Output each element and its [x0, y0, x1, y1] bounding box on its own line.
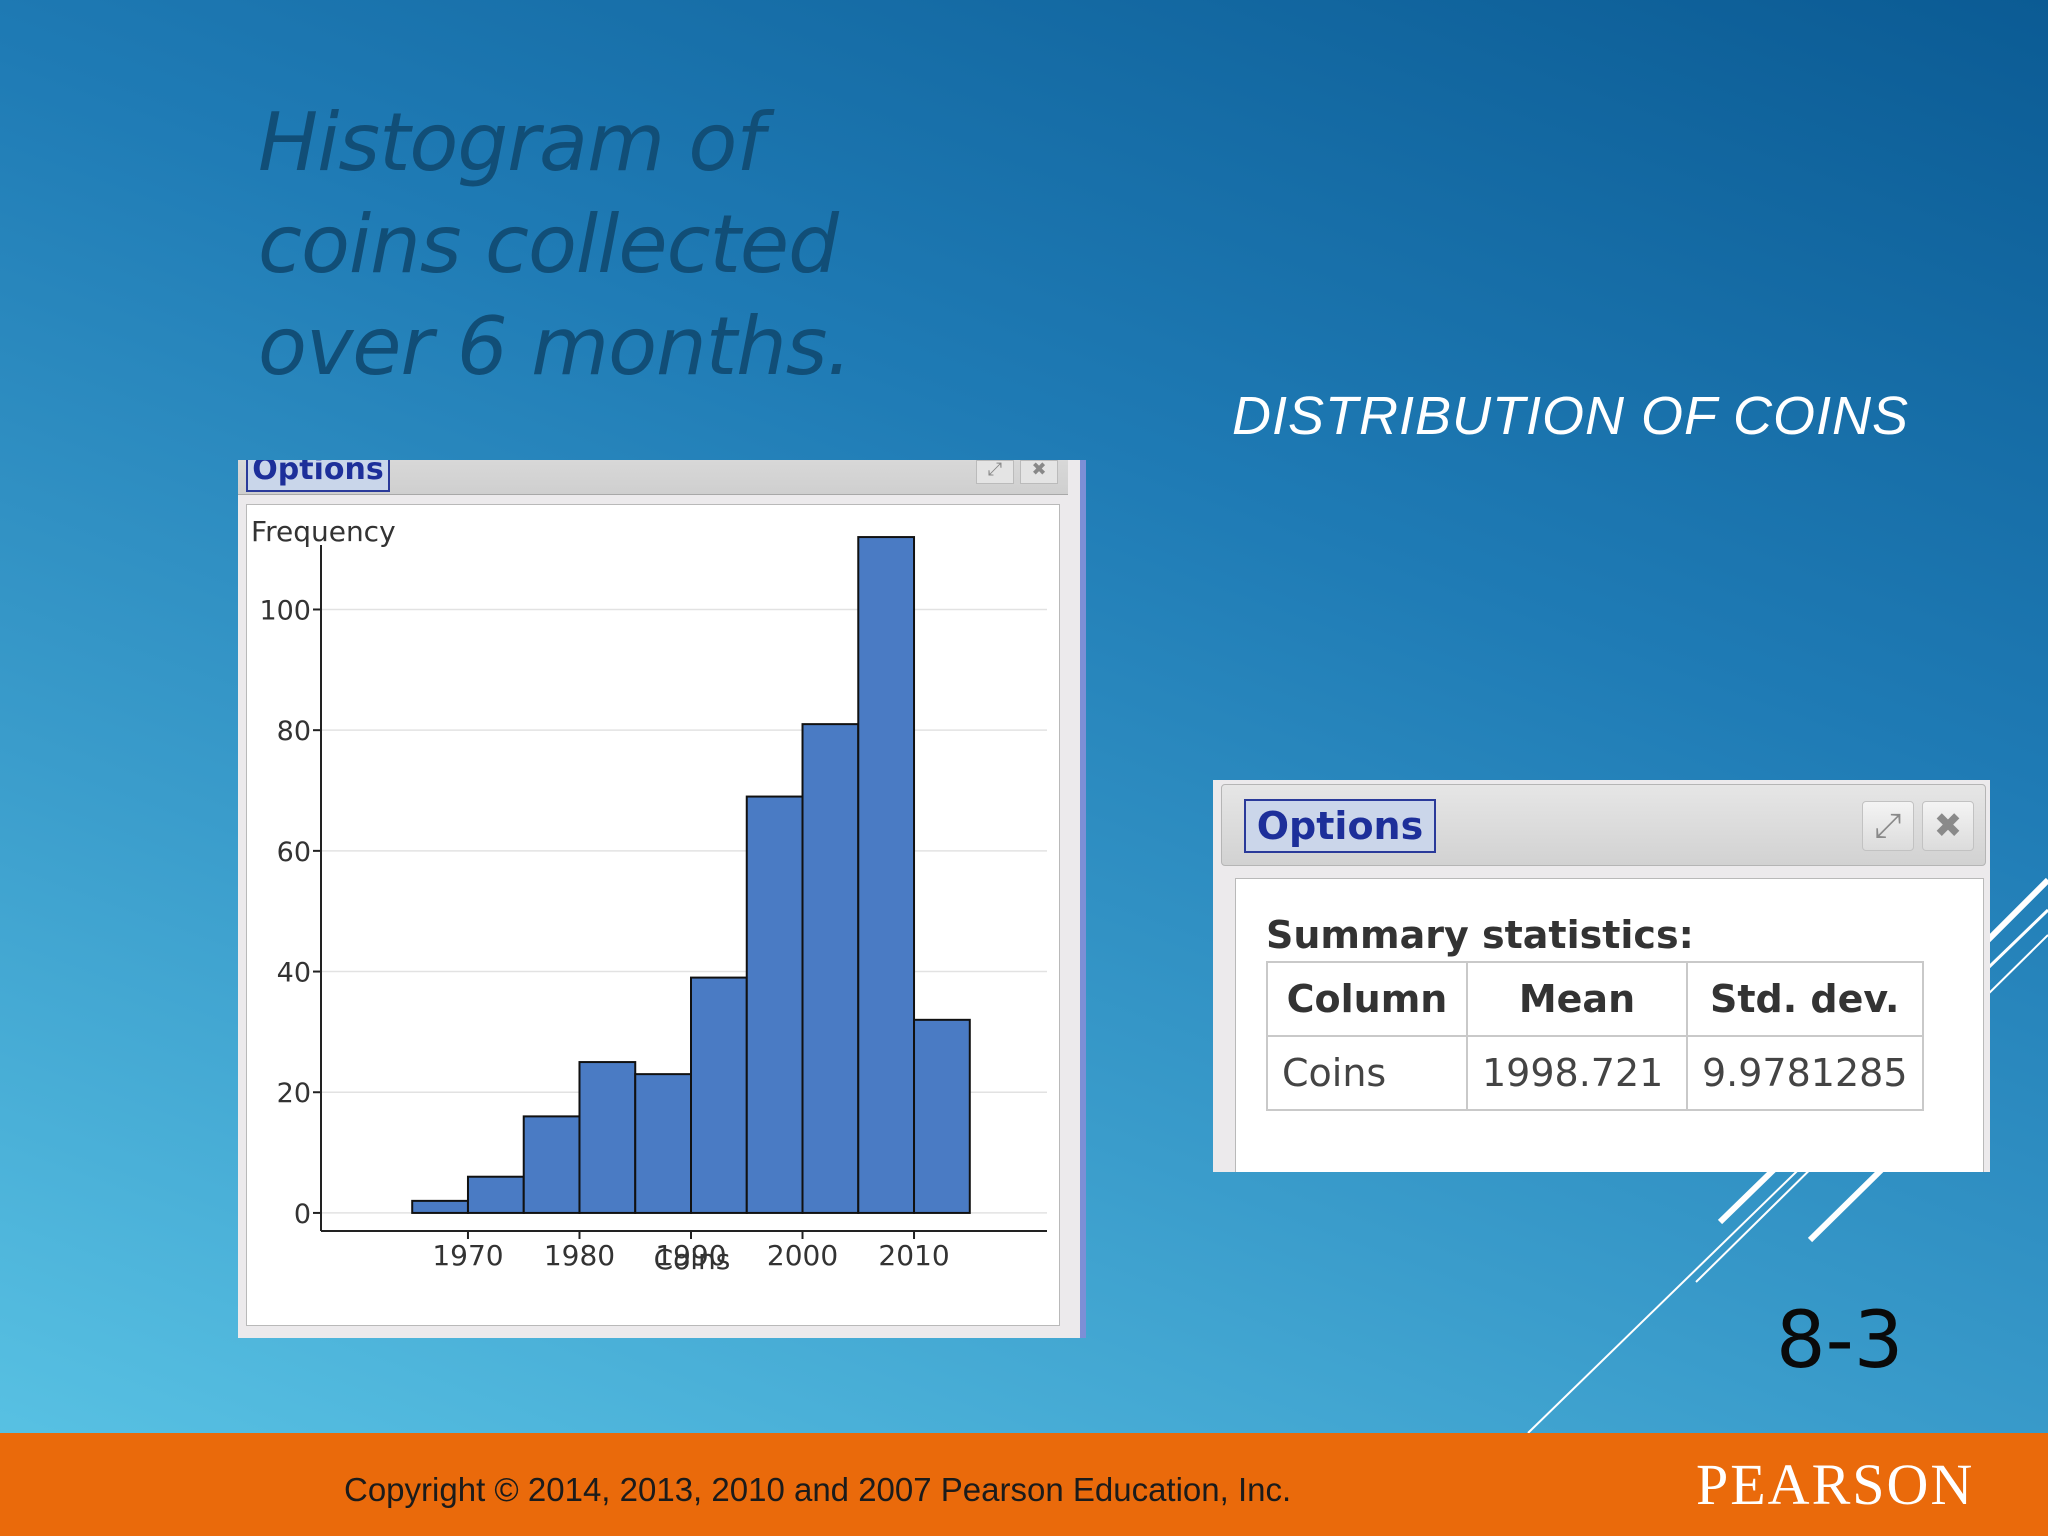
x-tick-label: 2000	[767, 1239, 838, 1272]
column-header: Mean	[1466, 961, 1688, 1037]
histogram-bar	[634, 1073, 693, 1214]
y-tick-label: 0	[294, 1199, 311, 1230]
panel-scroll-edge	[1080, 460, 1086, 1338]
stats-table: Column Mean Std. dev. Coins 1998.721 9.9…	[1266, 961, 1924, 1111]
histogram-panel: Options ⤢ ✖ 0 20 40 60 80 100 1970 1980 1990 2000…	[238, 460, 1086, 1338]
options-button[interactable]: Options	[1244, 799, 1436, 853]
histogram-toolbar: Options ⤢ ✖	[238, 460, 1068, 495]
slide-title: Histogram of coins collected over 6 mont…	[258, 96, 852, 393]
histogram-bar	[578, 1061, 637, 1214]
y-tick-label: 20	[277, 1078, 311, 1109]
histogram-bar	[913, 1018, 971, 1214]
histogram-plot-area: 0 20 40 60 80 100 1970 1980 1990 2000 2010 Frequen…	[246, 504, 1060, 1326]
y-tick-label: 80	[277, 716, 311, 747]
table-row: Coins 1998.721 9.9781285	[1266, 1035, 1924, 1111]
histogram-bar	[466, 1175, 525, 1214]
y-tick-label: 40	[277, 958, 311, 989]
histogram-bar	[411, 1199, 469, 1214]
stats-toolbar: Options ⤢ ✖	[1221, 784, 1986, 866]
y-tick-label: 100	[259, 595, 311, 626]
table-cell: 1998.721	[1466, 1035, 1688, 1111]
column-header: Std. dev.	[1686, 961, 1924, 1037]
y-tick-label: 60	[277, 837, 311, 868]
histogram-bar	[745, 795, 804, 1214]
table-cell: Coins	[1266, 1035, 1468, 1111]
close-icon[interactable]: ✖	[1922, 801, 1974, 851]
stats-content: Summary statistics: Column Mean Std. dev…	[1235, 878, 1984, 1172]
footer-bar: Copyright © 2014, 2013, 2010 and 2007 Pe…	[0, 1433, 2048, 1536]
expand-icon[interactable]: ⤢	[976, 460, 1014, 484]
histogram-bar	[801, 723, 860, 1214]
histogram-bar	[857, 536, 916, 1214]
summary-stats-panel: Options ⤢ ✖ Summary statistics: Column M…	[1213, 780, 1990, 1172]
histogram-bar	[522, 1115, 581, 1214]
options-button[interactable]: Options	[246, 460, 390, 492]
y-axis-label: Frequency	[251, 515, 396, 548]
column-header: Column	[1266, 961, 1468, 1037]
copyright-text: Copyright © 2014, 2013, 2010 and 2007 Pe…	[344, 1471, 1292, 1508]
x-tick-label: 1990	[655, 1239, 726, 1272]
table-cell: 9.9781285	[1686, 1035, 1924, 1111]
stats-heading: Summary statistics:	[1266, 913, 1694, 957]
close-icon[interactable]: ✖	[1020, 460, 1058, 484]
x-axis-label: Coins	[654, 1243, 731, 1276]
table-header-row: Column Mean Std. dev.	[1266, 961, 1924, 1037]
x-tick-label: 1980	[544, 1239, 615, 1272]
slide-subtitle: DISTRIBUTION OF COINS	[1232, 386, 1910, 446]
expand-icon[interactable]: ⤢	[1862, 801, 1914, 851]
pearson-logo: PEARSON	[1696, 1452, 1975, 1517]
histogram-chart: 0 20 40 60 80 100 1970 1980 1990 2000 2010 Frequen…	[251, 515, 1047, 1276]
x-tick-label: 1970	[432, 1239, 503, 1272]
x-tick-label: 2010	[878, 1239, 949, 1272]
page-number: 8-3	[1776, 1296, 1904, 1386]
histogram-bar	[690, 976, 748, 1214]
